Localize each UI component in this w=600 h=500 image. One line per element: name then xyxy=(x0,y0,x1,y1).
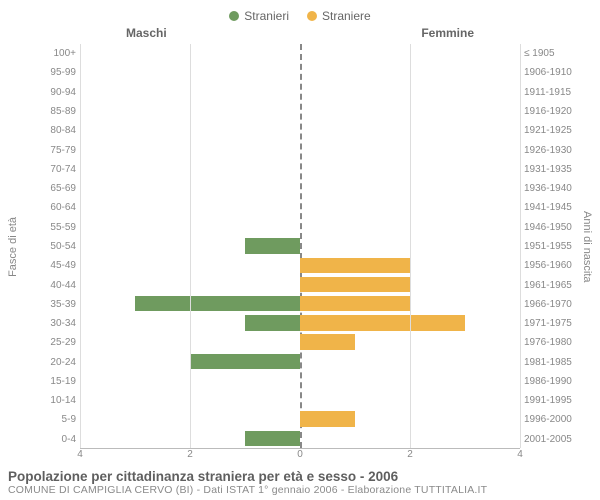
birth-tick: 1921-1925 xyxy=(524,121,580,140)
y-axis-birth-year: ≤ 19051906-19101911-19151916-19201921-19… xyxy=(520,44,580,449)
birth-tick: 1906-1910 xyxy=(524,63,580,82)
chart-subtitle: COMUNE DI CAMPIGLIA CERVO (BI) - Dati IS… xyxy=(8,484,592,496)
birth-tick: 1931-1935 xyxy=(524,160,580,179)
age-tick: 30-34 xyxy=(20,314,76,333)
bar-row xyxy=(80,159,520,178)
birth-tick: 1976-1980 xyxy=(524,333,580,352)
bar-femmine xyxy=(300,258,410,273)
age-tick: 45-49 xyxy=(20,256,76,275)
age-tick: 5-9 xyxy=(20,410,76,429)
age-tick: 55-59 xyxy=(20,218,76,237)
x-tick: 2 xyxy=(187,449,193,460)
bar-row xyxy=(80,275,520,294)
bar-row xyxy=(80,352,520,371)
birth-tick: 1986-1990 xyxy=(524,372,580,391)
birth-tick: 1951-1955 xyxy=(524,237,580,256)
birth-tick: 2001-2005 xyxy=(524,430,580,449)
bar-row xyxy=(80,333,520,352)
bar-row xyxy=(80,63,520,82)
population-pyramid-chart: Stranieri Straniere Maschi Femmine Fasce… xyxy=(0,0,600,500)
x-tick: 2 xyxy=(407,449,413,460)
x-tick: 0 xyxy=(297,449,303,460)
y-axis-left-title: Fasce di età xyxy=(6,44,20,449)
chart-title: Popolazione per cittadinanza straniera p… xyxy=(8,469,592,484)
legend-swatch-femmine xyxy=(307,11,317,21)
birth-tick: ≤ 1905 xyxy=(524,44,580,63)
legend-label-femmine: Straniere xyxy=(322,9,371,23)
bar-row xyxy=(80,294,520,313)
legend-item-femmine: Straniere xyxy=(307,9,371,23)
bar-row xyxy=(80,140,520,159)
x-tick: 4 xyxy=(77,449,83,460)
plot-area xyxy=(80,44,520,449)
birth-tick: 1981-1985 xyxy=(524,353,580,372)
y-axis-age: 100+95-9990-9485-8980-8475-7970-7465-696… xyxy=(20,44,80,449)
birth-tick: 1941-1945 xyxy=(524,198,580,217)
bar-maschi xyxy=(135,296,300,311)
birth-tick: 1916-1920 xyxy=(524,102,580,121)
legend-item-maschi: Stranieri xyxy=(229,9,289,23)
birth-tick: 1996-2000 xyxy=(524,410,580,429)
bar-row xyxy=(80,198,520,217)
age-tick: 25-29 xyxy=(20,333,76,352)
bar-row xyxy=(80,390,520,409)
birth-tick: 1956-1960 xyxy=(524,256,580,275)
age-tick: 85-89 xyxy=(20,102,76,121)
age-tick: 35-39 xyxy=(20,295,76,314)
bar-femmine xyxy=(300,296,410,311)
y-axis-right-title: Anni di nascita xyxy=(580,44,594,449)
bar-row xyxy=(80,409,520,428)
column-headers: Maschi Femmine xyxy=(6,26,594,44)
bar-row xyxy=(80,371,520,390)
bar-row xyxy=(80,256,520,275)
caption: Popolazione per cittadinanza straniera p… xyxy=(6,465,594,496)
bar-femmine xyxy=(300,315,465,330)
header-femmine: Femmine xyxy=(421,26,474,40)
bar-maschi xyxy=(245,431,300,446)
x-axis: 4 2 0 2 4 xyxy=(6,449,594,465)
age-tick: 70-74 xyxy=(20,160,76,179)
bar-row xyxy=(80,44,520,63)
legend-label-maschi: Stranieri xyxy=(244,9,289,23)
bar-maschi xyxy=(245,315,300,330)
bar-row xyxy=(80,179,520,198)
bar-row xyxy=(80,313,520,332)
age-tick: 60-64 xyxy=(20,198,76,217)
legend: Stranieri Straniere xyxy=(6,6,594,26)
birth-tick: 1966-1970 xyxy=(524,295,580,314)
birth-tick: 1971-1975 xyxy=(524,314,580,333)
x-tick: 4 xyxy=(517,449,523,460)
bar-row xyxy=(80,236,520,255)
bar-row xyxy=(80,121,520,140)
age-tick: 90-94 xyxy=(20,83,76,102)
bar-femmine xyxy=(300,411,355,426)
bar-row xyxy=(80,429,520,448)
birth-tick: 1911-1915 xyxy=(524,83,580,102)
age-tick: 80-84 xyxy=(20,121,76,140)
legend-swatch-maschi xyxy=(229,11,239,21)
age-tick: 65-69 xyxy=(20,179,76,198)
birth-tick: 1936-1940 xyxy=(524,179,580,198)
bar-row xyxy=(80,82,520,101)
age-tick: 50-54 xyxy=(20,237,76,256)
age-tick: 10-14 xyxy=(20,391,76,410)
age-tick: 40-44 xyxy=(20,275,76,294)
age-tick: 75-79 xyxy=(20,140,76,159)
bar-row xyxy=(80,102,520,121)
age-tick: 20-24 xyxy=(20,353,76,372)
birth-tick: 1961-1965 xyxy=(524,275,580,294)
bar-maschi xyxy=(190,354,300,369)
bar-maschi xyxy=(245,238,300,253)
age-tick: 100+ xyxy=(20,44,76,63)
birth-tick: 1926-1930 xyxy=(524,140,580,159)
birth-tick: 1991-1995 xyxy=(524,391,580,410)
header-maschi: Maschi xyxy=(126,26,167,40)
bar-femmine xyxy=(300,277,410,292)
bar-femmine xyxy=(300,334,355,349)
age-tick: 95-99 xyxy=(20,63,76,82)
age-tick: 0-4 xyxy=(20,430,76,449)
birth-tick: 1946-1950 xyxy=(524,218,580,237)
bar-row xyxy=(80,217,520,236)
age-tick: 15-19 xyxy=(20,372,76,391)
